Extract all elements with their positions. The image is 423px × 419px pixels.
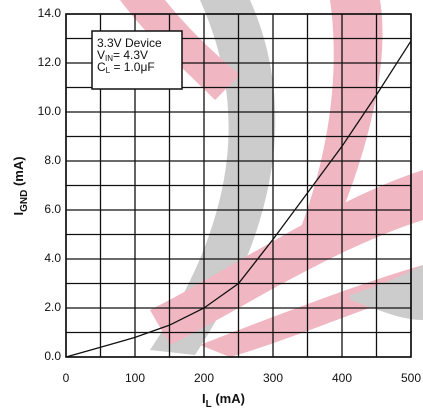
x-axis-label: IL (mA) xyxy=(202,391,245,409)
annotation: VIN= 4.3V xyxy=(97,48,148,63)
annotation: 3.3V Device xyxy=(97,36,162,50)
y-tick-label: 4.0 xyxy=(44,251,61,265)
annotation-box xyxy=(91,30,183,90)
plot-frame xyxy=(65,13,412,358)
y-tick-label: 8.0 xyxy=(44,153,61,167)
y-tick-label: 10.0 xyxy=(38,104,62,118)
y-tick-label: 12.0 xyxy=(38,55,62,69)
annotation-text: C xyxy=(97,60,106,74)
x-tick-label: 300 xyxy=(263,371,283,385)
x-tick-label: 200 xyxy=(194,371,214,385)
y-tick-label: 6.0 xyxy=(44,202,61,216)
x-tick-label: 400 xyxy=(332,371,352,385)
x-tick-label: 100 xyxy=(125,371,145,385)
annotation-text: = 4.3V xyxy=(113,48,148,62)
annotation: CL = 1.0μF xyxy=(97,60,155,75)
data-line xyxy=(65,40,412,358)
watermark xyxy=(120,0,423,357)
annotation-sub: L xyxy=(106,66,111,75)
annotation-text: 3.3V Device xyxy=(97,36,162,50)
annotation-text: = 1.0μF xyxy=(110,60,155,74)
y-tick-label: 0.0 xyxy=(44,349,61,363)
x-tick-label: 0 xyxy=(63,371,70,385)
annotation-sub: IN xyxy=(105,54,113,63)
y-axis-label: IGND (mA) xyxy=(11,156,29,215)
y-tick-label: 14.0 xyxy=(38,6,62,20)
annotation-text: V xyxy=(97,48,105,62)
x-tick-label: 500 xyxy=(401,371,421,385)
y-tick-label: 2.0 xyxy=(44,300,61,314)
